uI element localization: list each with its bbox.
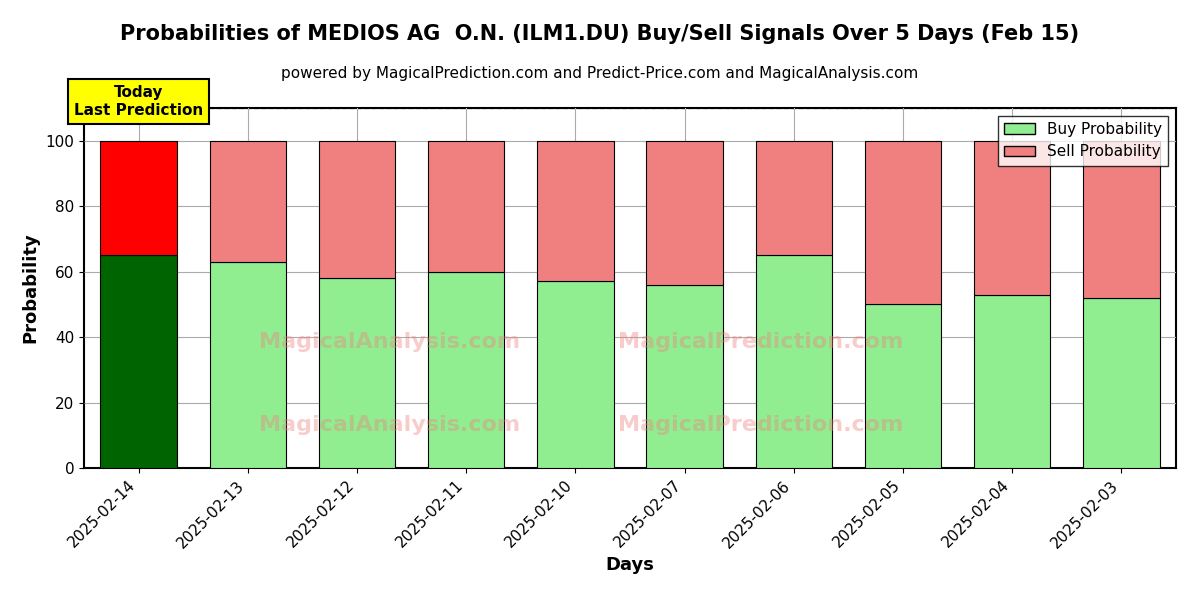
Bar	[1084, 298, 1159, 468]
Bar	[865, 304, 941, 468]
Text: powered by MagicalPrediction.com and Predict-Price.com and MagicalAnalysis.com: powered by MagicalPrediction.com and Pre…	[281, 66, 919, 81]
Text: MagicalAnalysis.com: MagicalAnalysis.com	[259, 415, 521, 435]
Y-axis label: Probability: Probability	[22, 233, 40, 343]
Bar	[865, 141, 941, 304]
Bar	[210, 262, 286, 468]
Bar	[428, 272, 504, 468]
Bar	[319, 141, 395, 278]
Legend: Buy Probability, Sell Probability: Buy Probability, Sell Probability	[998, 116, 1169, 166]
X-axis label: Days: Days	[606, 556, 654, 574]
Bar	[647, 285, 722, 468]
Text: MagicalPrediction.com: MagicalPrediction.com	[618, 415, 904, 435]
Bar	[756, 141, 832, 255]
Bar	[974, 141, 1050, 295]
Bar	[538, 281, 613, 468]
Bar	[538, 141, 613, 281]
Text: MagicalAnalysis.com: MagicalAnalysis.com	[259, 332, 521, 352]
Text: MagicalPrediction.com: MagicalPrediction.com	[618, 332, 904, 352]
Bar	[210, 141, 286, 262]
Bar	[101, 141, 176, 255]
Bar	[428, 141, 504, 272]
Text: Today
Last Prediction: Today Last Prediction	[74, 85, 203, 118]
Bar	[756, 255, 832, 468]
Bar	[319, 278, 395, 468]
Text: Probabilities of MEDIOS AG  O.N. (ILM1.DU) Buy/Sell Signals Over 5 Days (Feb 15): Probabilities of MEDIOS AG O.N. (ILM1.DU…	[120, 24, 1080, 44]
Bar	[647, 141, 722, 285]
Bar	[974, 295, 1050, 468]
Bar	[101, 255, 176, 468]
Bar	[1084, 141, 1159, 298]
